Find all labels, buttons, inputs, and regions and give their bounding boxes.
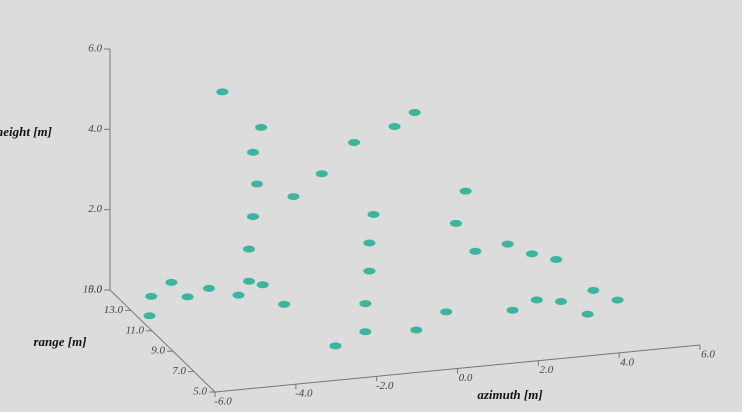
point [243, 246, 255, 253]
x-axis-title: azimuth [m] [477, 387, 542, 402]
y-tick-label: 7.0 [172, 365, 186, 377]
point [233, 292, 245, 299]
point [316, 170, 328, 177]
point [469, 248, 481, 255]
x-tick-label: 6.0 [701, 349, 715, 361]
point [359, 328, 371, 335]
point [367, 211, 379, 218]
x-tick-label: -2.0 [376, 380, 394, 392]
point [450, 220, 462, 227]
point [587, 287, 599, 294]
point [203, 285, 215, 292]
point [582, 311, 594, 318]
point [329, 342, 341, 349]
point [144, 312, 156, 319]
chart: height [m] range [m] azimuth [m] -6.0 -4.… [0, 0, 742, 412]
z-tick-label: 2.0 [88, 203, 102, 215]
point [247, 149, 259, 156]
x-tick-label: 0.0 [459, 372, 473, 384]
point [278, 301, 290, 308]
point [216, 88, 228, 95]
point [363, 239, 375, 246]
point [410, 326, 422, 333]
point [182, 293, 194, 300]
y-tick-label: 9.0 [151, 345, 165, 357]
point [247, 213, 259, 220]
y-tick-label: 5.0 [193, 386, 207, 398]
point [257, 281, 269, 288]
point [243, 278, 255, 285]
point [348, 139, 360, 146]
point [612, 297, 624, 304]
point [255, 124, 267, 131]
z-tick-label: 0.0 [88, 284, 102, 296]
point [165, 279, 177, 286]
point [251, 181, 263, 188]
point [389, 123, 401, 130]
point [502, 241, 514, 248]
point [550, 256, 562, 263]
point [287, 193, 299, 200]
z-axis-title: height [m] [0, 124, 52, 139]
point [409, 109, 421, 116]
point [145, 293, 157, 300]
x-tick-label: 2.0 [539, 364, 553, 376]
point [363, 268, 375, 275]
point [526, 250, 538, 257]
point [555, 298, 567, 305]
point [440, 308, 452, 315]
y-axis-title: range [m] [33, 334, 86, 349]
point [460, 188, 472, 195]
y-axis-line [110, 290, 215, 392]
y-tick-label: 11.0 [126, 324, 145, 336]
point [359, 300, 371, 307]
z-tick-label: 6.0 [88, 43, 102, 55]
point [531, 296, 543, 303]
y-tick-label: 13.0 [104, 304, 124, 316]
z-tick-label: 4.0 [88, 123, 102, 135]
point [507, 307, 519, 314]
x-tick-label: 4.0 [620, 356, 634, 368]
x-tick-label: -4.0 [295, 388, 313, 400]
x-tick-label: -6.0 [214, 396, 232, 408]
